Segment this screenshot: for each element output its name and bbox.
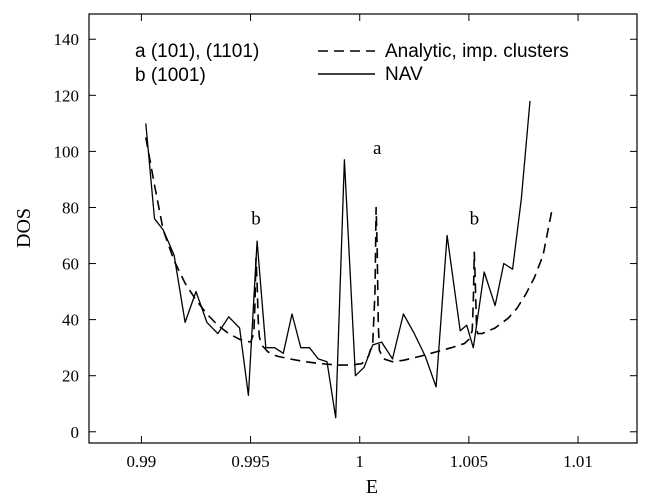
legend-label-analytic: Analytic, imp. clusters xyxy=(385,41,569,62)
y-tick-label: 20 xyxy=(62,367,79,386)
info-line-b: b (1001) xyxy=(135,65,206,86)
peak-annotation-b: b xyxy=(251,208,261,229)
x-tick-label: 1 xyxy=(355,452,364,471)
series-layer xyxy=(145,100,553,419)
x-tick-label: 0.99 xyxy=(127,452,157,471)
peak-annotation-b: b xyxy=(470,208,480,229)
y-tick-label: 80 xyxy=(62,198,79,217)
x-tick-label: 1.01 xyxy=(563,452,593,471)
x-tick-label: 1.005 xyxy=(450,452,488,471)
y-tick-label: 100 xyxy=(54,142,80,161)
x-axis-title: E xyxy=(366,476,378,496)
axis-ticks: 0 20 40 60 80 100 120 140 0.99 0.995 1 1.005 1.01 xyxy=(54,14,637,471)
peak-annotation-a: a xyxy=(373,138,382,159)
y-tick-label: 0 xyxy=(71,423,80,442)
y-tick-label: 140 xyxy=(54,30,80,49)
y-tick-label: 120 xyxy=(54,86,80,105)
plot-frame xyxy=(88,13,638,444)
info-box: a (101), (1101) b (1001) xyxy=(135,41,259,86)
legend-label-nav: NAV xyxy=(385,64,423,85)
y-tick-label: 60 xyxy=(62,255,79,274)
x-tick-label: 0.995 xyxy=(231,452,269,471)
y-axis-title: DOS xyxy=(13,208,35,248)
info-line-a: a (101), (1101) xyxy=(135,41,259,62)
legend: Analytic, imp. clusters NAV xyxy=(318,41,569,85)
y-tick-label: 40 xyxy=(62,311,79,330)
series-analytic-line xyxy=(145,137,553,366)
annotation-layer: a b b xyxy=(251,138,479,229)
series-nav-line xyxy=(145,100,531,419)
